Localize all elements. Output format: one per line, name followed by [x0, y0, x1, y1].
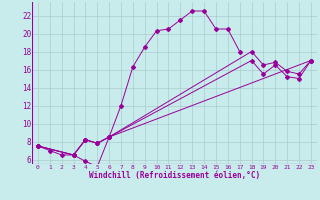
X-axis label: Windchill (Refroidissement éolien,°C): Windchill (Refroidissement éolien,°C): [89, 171, 260, 180]
